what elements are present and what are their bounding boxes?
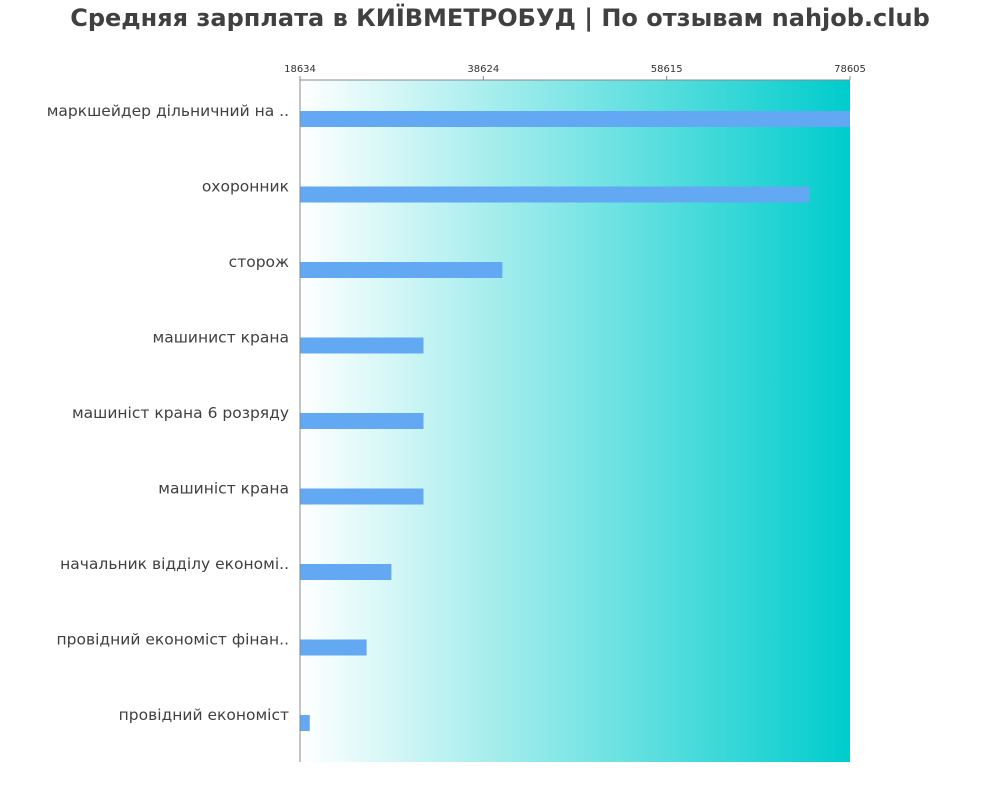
category-label: начальник відділу економі.. [60,555,289,573]
category-label: машиніст крана [158,480,289,498]
category-label: провідний економіст фінан.. [57,631,289,649]
chart-title: Средняя зарплата в КИЇВМЕТРОБУД | По отз… [70,4,930,32]
bar [300,262,503,278]
bar [300,111,850,127]
x-axis-ticks: 18634 38624 58615 78605 [284,64,866,80]
x-tick-label: 58615 [651,64,683,75]
category-labels: маркшейдер дільничний на .. охоронник стор… [47,102,289,724]
x-tick-label: 38624 [467,64,499,75]
bar [300,639,367,656]
x-tick-label: 78605 [834,64,866,75]
category-label: охоронник [202,178,289,196]
x-tick-label: 18634 [284,64,316,75]
category-label: сторож [229,253,289,271]
category-label: машиніст крана 6 розряду [72,404,289,422]
category-label: машинист крана [153,329,289,347]
bar [300,488,424,505]
bar [300,186,810,203]
bars [300,111,850,731]
category-label: провідний економіст [119,706,289,724]
bar [300,564,392,580]
category-label: маркшейдер дільничний на .. [47,102,289,120]
bar [300,715,310,731]
bar [300,413,424,429]
bar [300,337,424,354]
